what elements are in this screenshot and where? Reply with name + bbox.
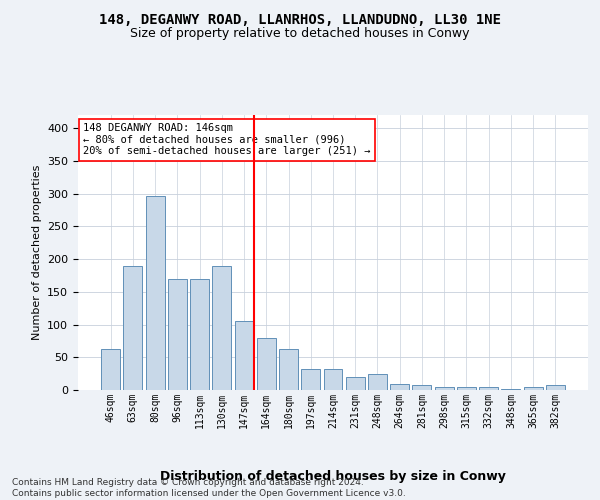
X-axis label: Distribution of detached houses by size in Conwy: Distribution of detached houses by size … <box>160 470 506 482</box>
Bar <box>235 322 254 390</box>
Y-axis label: Number of detached properties: Number of detached properties <box>32 165 41 340</box>
Bar <box>457 386 476 390</box>
Bar <box>368 374 387 390</box>
Bar <box>479 388 498 390</box>
Bar <box>301 369 320 390</box>
Bar <box>412 386 431 390</box>
Bar <box>524 386 542 390</box>
Bar <box>390 384 409 390</box>
Bar <box>435 386 454 390</box>
Text: 148, DEGANWY ROAD, LLANRHOS, LLANDUDNO, LL30 1NE: 148, DEGANWY ROAD, LLANRHOS, LLANDUDNO, … <box>99 12 501 26</box>
Bar <box>346 377 365 390</box>
Text: Size of property relative to detached houses in Conwy: Size of property relative to detached ho… <box>130 28 470 40</box>
Bar <box>190 278 209 390</box>
Bar <box>279 350 298 390</box>
Bar <box>101 349 120 390</box>
Bar <box>124 266 142 390</box>
Bar <box>212 266 231 390</box>
Bar <box>257 338 276 390</box>
Text: Contains HM Land Registry data © Crown copyright and database right 2024.
Contai: Contains HM Land Registry data © Crown c… <box>12 478 406 498</box>
Bar <box>323 369 343 390</box>
Bar <box>146 196 164 390</box>
Text: 148 DEGANWY ROAD: 146sqm
← 80% of detached houses are smaller (996)
20% of semi-: 148 DEGANWY ROAD: 146sqm ← 80% of detach… <box>83 123 371 156</box>
Bar <box>546 386 565 390</box>
Bar <box>168 278 187 390</box>
